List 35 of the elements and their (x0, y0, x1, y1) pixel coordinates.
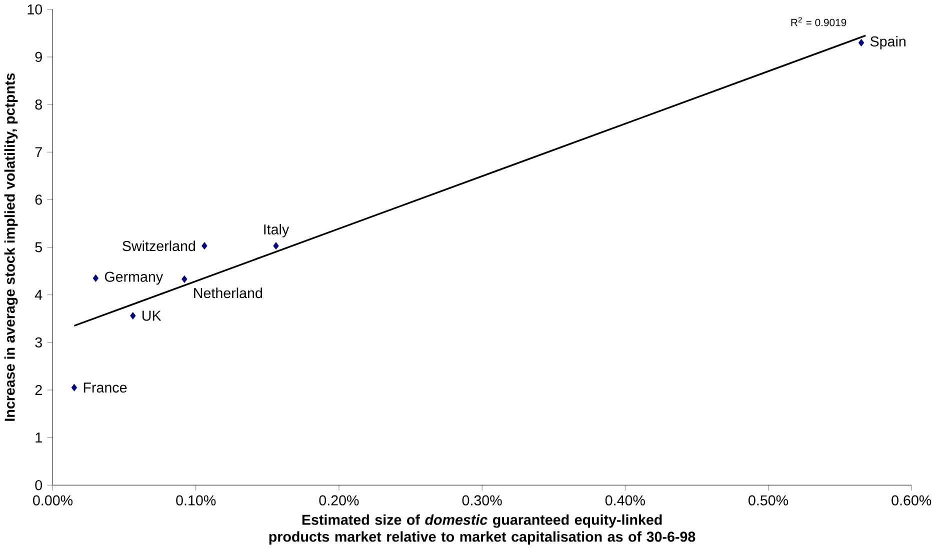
point (858, 39, 864, 46)
point (273, 242, 279, 250)
y-tick-label: 1 (36, 432, 42, 443)
annotation: R$^{2}$ = 0.9019 (791, 16, 846, 26)
y-axis-title: Increase in average stock implied volatility, pctpnts (4, 73, 18, 421)
x-axis-title: Estimated size of domestic guaranteed equity-linked products market relative to market capitalisation as of 30-6-98 (269, 514, 696, 545)
x-tick-label: 0.10% (176, 495, 216, 506)
point (182, 276, 188, 283)
series-label: Switzerland (122, 240, 196, 252)
y-tick-label: 4 (34, 290, 42, 300)
y-tick-label: 9 (35, 52, 42, 62)
x-tick-label: 0.30% (462, 495, 502, 506)
x-tick-label: 0.50% (748, 495, 788, 506)
point (130, 312, 136, 320)
y-tick-label: 10 (28, 4, 42, 14)
x-tick-label: 0.40% (605, 495, 645, 506)
point (92, 274, 98, 282)
y-tick-label: 2 (35, 385, 42, 395)
y-tick-label: 5 (35, 242, 42, 252)
y-tick-label: 8 (35, 100, 42, 110)
series-label: UK (142, 310, 162, 321)
x-tick-label: 0.20% (319, 495, 359, 506)
series-label: France (84, 382, 127, 393)
y-tick-label: 6 (35, 194, 42, 205)
point (71, 384, 78, 392)
series-label: Germany (104, 272, 164, 285)
series-label: Italy (264, 224, 290, 238)
y-tick-label: 3 (35, 337, 42, 348)
x-tick-label: 0.00% (33, 495, 73, 506)
y-tick-label: 0 (35, 480, 42, 490)
series-label: Netherland (194, 288, 262, 298)
x-tick-label: 0.60% (892, 495, 932, 506)
point (202, 242, 208, 250)
series-label: Spain (870, 36, 906, 50)
y-tick-label: 7 (35, 147, 42, 158)
